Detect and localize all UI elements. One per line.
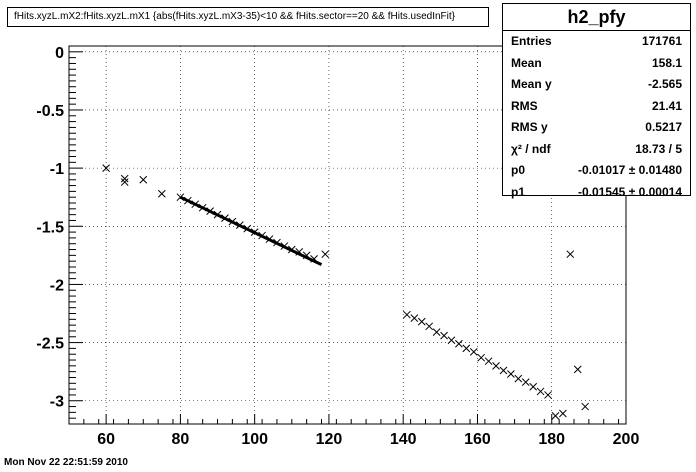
x-tick-label: 180 bbox=[538, 431, 565, 448]
stats-label: Mean bbox=[511, 55, 542, 70]
plot-title: fHits.xyzL.mX2:fHits.xyzL.mX1 {abs(fHits… bbox=[7, 7, 489, 27]
axes: 60 80 100 120 140 160 180 200 0 -0.5 -1 -1.5 -2 -2.5 -… bbox=[36, 45, 639, 448]
data-point bbox=[295, 248, 304, 256]
stats-value: 171761 bbox=[641, 34, 682, 48]
stats-row-p0: p0 -0.01017 ± 0.01480 bbox=[503, 160, 690, 182]
y-tick-label: -2 bbox=[50, 277, 64, 294]
data-points bbox=[102, 164, 590, 420]
data-point bbox=[425, 322, 434, 331]
plot-frame bbox=[68, 45, 627, 425]
data-point bbox=[536, 387, 545, 396]
data-point bbox=[243, 224, 252, 233]
data-point bbox=[120, 174, 129, 183]
data-point bbox=[514, 374, 523, 383]
data-point bbox=[455, 339, 463, 348]
data-point bbox=[213, 210, 222, 219]
data-point bbox=[302, 251, 311, 260]
data-point bbox=[544, 391, 552, 399]
stats-label: p1 bbox=[511, 184, 526, 199]
data-point bbox=[462, 344, 471, 353]
data-point bbox=[566, 250, 575, 259]
data-point bbox=[581, 402, 590, 411]
data-point bbox=[492, 361, 500, 370]
data-point bbox=[235, 221, 244, 229]
data-point bbox=[183, 196, 192, 205]
data-point bbox=[321, 250, 330, 259]
data-point bbox=[120, 178, 129, 186]
y-tick-label: -2.5 bbox=[36, 336, 64, 353]
y-tick-label: -1 bbox=[50, 161, 64, 178]
data-point bbox=[250, 228, 259, 236]
data-point bbox=[573, 365, 582, 374]
stats-row-rms-y: RMS y 0.5217 bbox=[503, 117, 690, 139]
data-point bbox=[507, 370, 515, 378]
stats-label: χ² / ndf bbox=[511, 141, 551, 156]
data-point bbox=[139, 175, 148, 184]
fit-line bbox=[179, 195, 323, 267]
data-point bbox=[484, 357, 493, 366]
data-point bbox=[521, 378, 530, 386]
data-point bbox=[273, 238, 281, 247]
stats-row-mean: Mean 158.1 bbox=[503, 53, 690, 75]
stats-value: 18.73 / 5 bbox=[635, 141, 682, 156]
x-tick-label: 100 bbox=[241, 431, 268, 448]
stats-label: p0 bbox=[511, 163, 526, 177]
data-point bbox=[191, 200, 200, 209]
stats-label: Entries bbox=[511, 34, 552, 48]
data-point bbox=[280, 242, 289, 250]
y-tick-label: -1.5 bbox=[36, 219, 64, 236]
data-point bbox=[469, 348, 478, 356]
data-point bbox=[432, 328, 441, 336]
stats-title: h2_pfy bbox=[503, 4, 690, 31]
y-tick-label: -0.5 bbox=[36, 103, 64, 120]
x-tick-label: 140 bbox=[390, 431, 417, 448]
stats-value: -2.565 bbox=[647, 77, 682, 91]
data-point bbox=[477, 353, 486, 362]
data-point bbox=[447, 336, 456, 345]
data-point bbox=[417, 317, 426, 326]
stats-row-p1: p1 -0.01545 ± 0.00014 bbox=[503, 182, 690, 204]
stats-label: RMS y bbox=[511, 120, 548, 134]
stats-label: RMS bbox=[511, 98, 538, 113]
data-point bbox=[157, 189, 166, 198]
y-tick-label: 0 bbox=[55, 45, 64, 62]
stats-row-rms: RMS 21.41 bbox=[503, 96, 690, 118]
stats-row-chi2: χ² / ndf 18.73 / 5 bbox=[503, 139, 690, 161]
data-point bbox=[198, 203, 207, 212]
y-tick-label: -3 bbox=[50, 394, 64, 411]
data-point bbox=[221, 214, 229, 222]
x-tick-label: 120 bbox=[316, 431, 343, 448]
fit-line-layer bbox=[179, 195, 323, 267]
timestamp: Mon Nov 22 22:51:59 2010 bbox=[4, 457, 128, 468]
stats-value: 21.41 bbox=[651, 98, 682, 113]
data-point bbox=[551, 412, 560, 420]
x-tick-label: 60 bbox=[97, 431, 115, 448]
data-point bbox=[206, 207, 214, 216]
stats-row-entries: Entries 171761 bbox=[503, 31, 690, 53]
stats-row-mean-y: Mean y -2.565 bbox=[503, 74, 690, 96]
x-tick-label: 200 bbox=[613, 431, 640, 448]
data-point bbox=[310, 254, 318, 263]
stats-value: -0.01017 ± 0.01480 bbox=[577, 163, 682, 177]
data-point bbox=[410, 314, 419, 323]
stats-value: -0.01545 ± 0.00014 bbox=[577, 184, 682, 199]
data-point bbox=[176, 193, 185, 202]
data-point bbox=[258, 231, 266, 240]
x-tick-label: 160 bbox=[464, 431, 491, 448]
stats-label: Mean y bbox=[511, 77, 552, 91]
data-point bbox=[440, 331, 448, 340]
data-point bbox=[228, 217, 237, 226]
data-point bbox=[287, 245, 296, 254]
data-point bbox=[102, 164, 110, 172]
stats-box: h2_pfy Entries 171761 Mean 158.1 Mean y … bbox=[502, 3, 691, 199]
data-point bbox=[265, 235, 274, 243]
stats-value: 0.5217 bbox=[645, 120, 682, 134]
data-point bbox=[529, 382, 538, 391]
data-point bbox=[559, 409, 567, 418]
data-point bbox=[499, 366, 508, 375]
x-tick-label: 80 bbox=[172, 431, 190, 448]
stats-value: 158.1 bbox=[651, 55, 682, 70]
data-point bbox=[403, 310, 411, 319]
